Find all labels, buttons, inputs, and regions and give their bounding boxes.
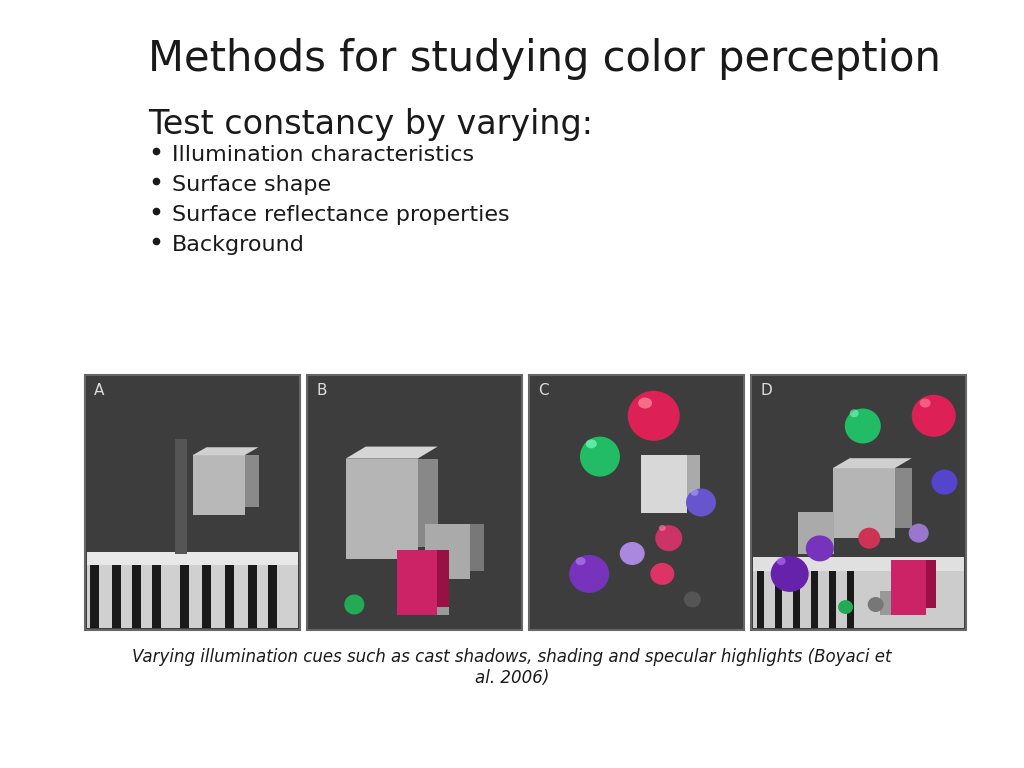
Bar — [753, 557, 964, 628]
Bar — [470, 524, 484, 571]
Bar — [346, 458, 418, 558]
Bar — [833, 468, 895, 538]
Ellipse shape — [911, 395, 955, 437]
Bar — [245, 455, 258, 507]
Bar — [87, 551, 298, 565]
Text: Varying illumination cues such as cast shadows, shading and specular highlights : Varying illumination cues such as cast s… — [132, 648, 892, 687]
Bar — [757, 571, 764, 628]
Bar — [87, 551, 298, 628]
Bar — [775, 571, 782, 628]
Ellipse shape — [867, 597, 884, 612]
Ellipse shape — [628, 391, 680, 441]
Ellipse shape — [920, 399, 931, 408]
Bar — [529, 375, 744, 630]
Polygon shape — [346, 447, 437, 458]
Ellipse shape — [344, 594, 365, 614]
Ellipse shape — [806, 535, 834, 561]
Ellipse shape — [690, 488, 698, 496]
Bar — [793, 571, 800, 628]
Text: Background: Background — [172, 235, 305, 255]
Bar — [419, 587, 449, 614]
Ellipse shape — [776, 557, 785, 565]
Bar — [418, 458, 437, 547]
Ellipse shape — [650, 563, 674, 585]
Ellipse shape — [771, 556, 809, 592]
Polygon shape — [193, 447, 258, 455]
Bar — [225, 565, 234, 628]
Bar — [895, 468, 911, 528]
Bar — [437, 550, 450, 607]
Bar — [811, 571, 818, 628]
Bar — [175, 439, 187, 554]
Bar — [829, 571, 836, 628]
Bar — [307, 375, 522, 630]
Ellipse shape — [586, 439, 597, 449]
Ellipse shape — [575, 557, 586, 565]
Ellipse shape — [932, 469, 957, 495]
Bar — [132, 565, 141, 628]
Bar — [687, 455, 699, 505]
Bar — [152, 565, 161, 628]
Ellipse shape — [569, 555, 609, 593]
Bar — [397, 550, 437, 614]
Ellipse shape — [684, 591, 700, 607]
Ellipse shape — [638, 398, 652, 409]
Bar — [425, 524, 470, 579]
Bar — [891, 560, 926, 614]
Bar — [193, 455, 245, 515]
Bar — [641, 455, 687, 513]
Ellipse shape — [908, 524, 929, 543]
Bar — [268, 565, 278, 628]
Ellipse shape — [580, 436, 620, 477]
Bar — [112, 565, 121, 628]
Ellipse shape — [655, 525, 682, 551]
Bar — [799, 511, 835, 554]
Ellipse shape — [658, 525, 666, 531]
Bar — [85, 375, 300, 630]
Ellipse shape — [858, 528, 881, 548]
Ellipse shape — [620, 542, 645, 565]
Polygon shape — [833, 458, 911, 468]
Text: D: D — [760, 383, 772, 398]
Ellipse shape — [686, 488, 716, 517]
Text: Illumination characteristics: Illumination characteristics — [172, 145, 474, 165]
Ellipse shape — [838, 600, 853, 614]
Bar — [248, 565, 257, 628]
Bar — [926, 560, 936, 607]
Bar — [90, 565, 99, 628]
Text: A: A — [94, 383, 104, 398]
Bar — [202, 565, 211, 628]
Bar — [751, 375, 966, 630]
Text: Surface reflectance properties: Surface reflectance properties — [172, 205, 510, 225]
Text: B: B — [316, 383, 327, 398]
Bar — [880, 591, 906, 614]
Bar — [180, 565, 189, 628]
Text: Test constancy by varying:: Test constancy by varying: — [148, 108, 593, 141]
Text: C: C — [538, 383, 549, 398]
Bar — [753, 557, 964, 571]
Text: Surface shape: Surface shape — [172, 175, 331, 195]
Ellipse shape — [850, 409, 859, 417]
Text: Methods for studying color perception: Methods for studying color perception — [148, 38, 941, 80]
Bar — [847, 571, 854, 628]
Ellipse shape — [845, 409, 881, 443]
